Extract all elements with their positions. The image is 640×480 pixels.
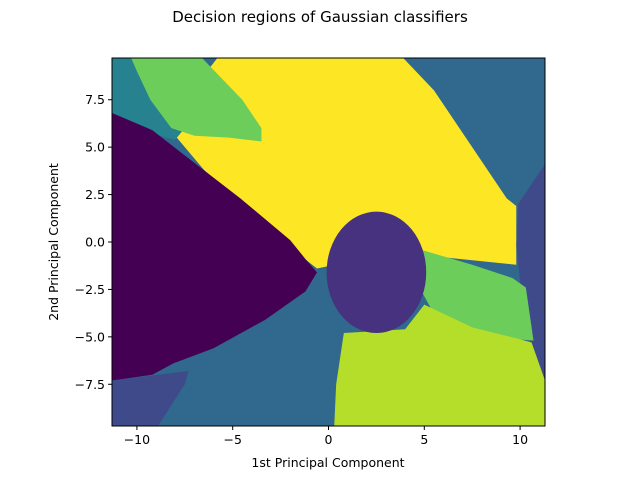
y-tick-label: 7.5 [85,92,105,107]
y-tick-label: −5.0 [75,329,105,344]
region-dark-purple-4 [112,113,318,381]
region-green-3 [131,58,262,142]
x-axis-label: 1st Principal Component [251,455,404,470]
y-tick-label: 0.0 [85,235,105,250]
x-tick-label: 5 [420,432,428,447]
region-indigo-9 [326,211,427,334]
x-tick-label: 0 [325,432,333,447]
region-slate-blue-6 [516,164,545,383]
x-tick-label: −5 [223,432,241,447]
x-tick-label: −10 [124,432,150,447]
y-tick-label: 5.0 [85,140,105,155]
region-lime-8 [334,304,545,426]
region-slate-blue-5 [112,370,189,426]
y-tick-label: −7.5 [75,377,105,392]
y-tick-label: 2.5 [85,187,105,202]
x-tick-label: 10 [512,432,528,447]
x-axis: −10 −5 0 5 10 [124,426,528,447]
y-axis: 7.5 5.0 2.5 0.0 −2.5 −5.0 −7.5 [75,92,112,392]
chart-title: Decision regions of Gaussian classifiers [172,8,468,26]
y-axis-label: 2nd Principal Component [46,163,61,321]
y-tick-label: −2.5 [75,282,105,297]
decision-regions [112,58,545,426]
